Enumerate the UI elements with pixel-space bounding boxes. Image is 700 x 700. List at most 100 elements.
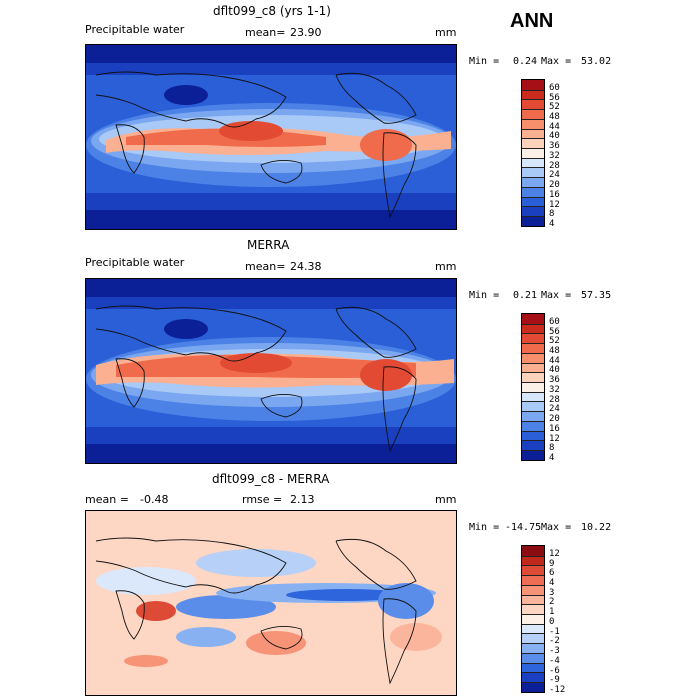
colorbar-swatch [522, 167, 544, 178]
colorbar-swatch [522, 555, 544, 566]
colorbar-tick-label: 36 [549, 141, 560, 152]
colorbar-swatch [522, 128, 544, 139]
colorbar [521, 79, 545, 227]
colorbar-swatch [522, 623, 544, 634]
colorbar-swatch [522, 89, 544, 100]
precipitable-water-map [85, 44, 457, 230]
colorbar-tick-label: 16 [549, 189, 560, 200]
min-label: Min = [469, 290, 500, 301]
colorbar-tick-label: -3 [549, 646, 560, 657]
min-label: Min = [469, 56, 500, 67]
panel-title: dflt099_c8 (yrs 1-1) [213, 4, 331, 18]
colorbar-swatch [522, 99, 544, 110]
max-label: Max = [541, 522, 572, 533]
colorbar-swatch [522, 584, 544, 595]
colorbar-swatch [522, 216, 544, 226]
colorbar-tick-label: 12 [549, 548, 560, 559]
colorbar-swatch [522, 411, 544, 421]
colorbar-tick-label: 48 [549, 346, 560, 356]
colorbar-tick-label: 12 [549, 433, 560, 444]
colorbar-tick-label: 9 [549, 558, 555, 569]
colorbar-tick-label: 24 [549, 170, 560, 181]
max-value: 57.35 [581, 290, 612, 301]
colorbar-tick-label: 40 [549, 365, 560, 376]
mean-label: mean= [245, 260, 286, 273]
colorbar-tick-label: 32 [549, 150, 560, 161]
colorbar-tick-label: -2 [549, 636, 560, 647]
colorbar-swatch [522, 662, 544, 673]
min-label: Min = [469, 522, 500, 533]
rmse-label: rmse = [242, 493, 283, 506]
colorbar-tick-label: -6 [549, 665, 560, 676]
field-label: Precipitable water [85, 23, 185, 36]
colorbar-swatch [522, 148, 544, 158]
panel-title: dflt099_c8 - MERRA [212, 472, 330, 486]
colorbar-swatch [522, 186, 544, 197]
max-value: 53.02 [581, 56, 612, 67]
colorbar [521, 545, 545, 693]
colorbar-swatch [522, 382, 544, 392]
panel-title: MERRA [247, 238, 290, 252]
colorbar-tick-label: -1 [549, 626, 560, 637]
units-label: mm [435, 493, 457, 506]
colorbar-swatch [522, 401, 544, 412]
colorbar-tick-label: 4 [549, 219, 555, 229]
mean-label: mean= [245, 26, 286, 39]
colorbar-swatch [522, 575, 544, 585]
colorbar-tick-label: 20 [549, 180, 560, 191]
units-label: mm [435, 26, 457, 39]
max-value: 10.22 [581, 522, 612, 533]
mean-value: 24.38 [290, 260, 322, 273]
colorbar-swatch [522, 196, 544, 207]
colorbar-tick-label: 1 [549, 607, 555, 618]
difference-map [85, 510, 457, 696]
colorbar-swatch [522, 352, 544, 363]
colorbar-swatch [522, 157, 544, 168]
colorbar-swatch [522, 391, 544, 402]
colorbar-tick-label: 20 [549, 414, 560, 425]
colorbar-tick-label: 44 [549, 121, 560, 132]
colorbar-tick-label: 28 [549, 160, 560, 171]
colorbar-swatch [522, 343, 544, 353]
colorbar-swatch [522, 565, 544, 576]
colorbar-tick-label: -9 [549, 675, 560, 686]
colorbar-tick-label: 56 [549, 326, 560, 337]
colorbar-swatch [522, 333, 544, 344]
colorbar-swatch [522, 643, 544, 653]
colorbar-tick-label: 12 [549, 199, 560, 210]
colorbar-swatch [522, 440, 544, 451]
units-label: mm [435, 260, 457, 273]
field-label: Precipitable water [85, 256, 185, 269]
colorbar-tick-label: 48 [549, 112, 560, 122]
colorbar-swatch [522, 430, 544, 441]
colorbar-tick-label: 0 [549, 616, 555, 627]
colorbar-tick-label: -4 [549, 655, 560, 666]
colorbar-swatch [522, 118, 544, 129]
colorbar-tick-label: 8 [549, 209, 555, 220]
colorbar-swatch [522, 206, 544, 217]
colorbar-tick-label: 4 [549, 578, 555, 588]
colorbar-swatch [522, 604, 544, 615]
mean-label: mean = [85, 493, 129, 506]
colorbar-tick-label: -12 [549, 685, 566, 695]
max-label: Max = [541, 290, 572, 301]
colorbar-tick-label: 40 [549, 131, 560, 142]
colorbar-swatch [522, 614, 544, 624]
colorbar-swatch [522, 80, 544, 90]
colorbar-swatch [522, 652, 544, 663]
colorbar-tick-label: 6 [549, 568, 555, 579]
colorbar-tick-label: 8 [549, 443, 555, 454]
colorbar-swatch [522, 682, 544, 692]
rmse-value: 2.13 [290, 493, 315, 506]
colorbar-swatch [522, 672, 544, 683]
colorbar-tick-label: 16 [549, 423, 560, 434]
colorbar-swatch [522, 323, 544, 334]
colorbar-tick-label: 36 [549, 375, 560, 386]
colorbar-swatch [522, 633, 544, 644]
colorbar-swatch [522, 450, 544, 460]
colorbar-tick-label: 60 [549, 82, 560, 93]
season-label: ANN [510, 10, 554, 32]
colorbar-tick-label: 60 [549, 316, 560, 327]
colorbar [521, 313, 545, 461]
min-value: 0.24 [513, 56, 538, 67]
